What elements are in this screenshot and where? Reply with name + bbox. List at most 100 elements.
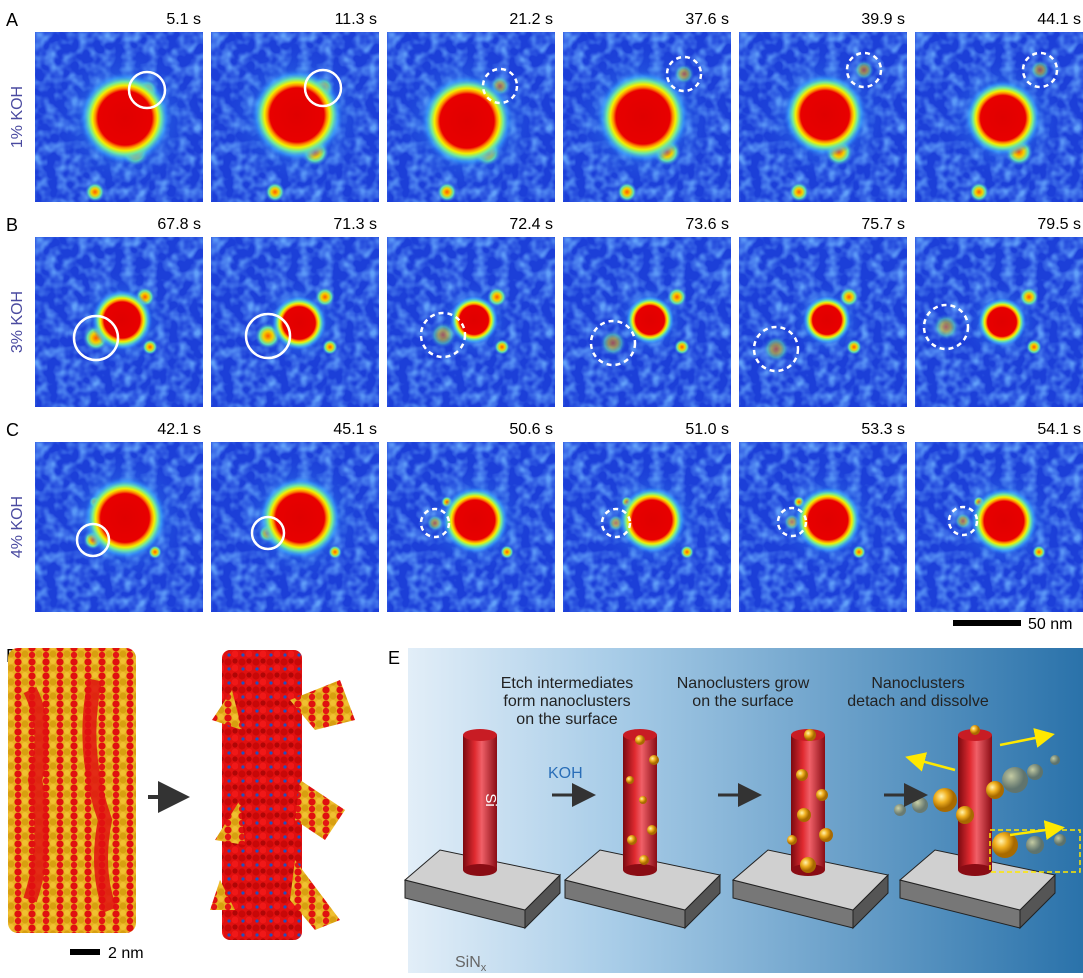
image-content: [915, 32, 1083, 202]
image-content: [35, 442, 203, 612]
nanocluster: [992, 832, 1018, 858]
small-cluster: [1032, 545, 1046, 559]
nanocluster: [933, 788, 957, 812]
nanocluster: [649, 755, 659, 765]
particle: [977, 297, 1027, 347]
image-rows: A1% KOH5.1 s11.3 s21.2 s37.6 s39.9 s44.1…: [6, 10, 1083, 612]
nanocluster: [956, 806, 974, 824]
time-label: 51.0 s: [685, 421, 729, 438]
cluster: [854, 60, 874, 80]
particle: [271, 295, 327, 351]
nanocluster: [787, 835, 797, 845]
time-label: 37.6 s: [685, 11, 729, 28]
nanocluster: [800, 857, 816, 873]
time-label: 53.3 s: [861, 421, 905, 438]
nanocluster: [1002, 767, 1028, 793]
cluster: [933, 314, 959, 340]
solution-label: KOH: [548, 765, 583, 782]
pillar-foot: [623, 864, 657, 876]
time-label: 67.8 s: [157, 216, 201, 233]
particle: [441, 486, 509, 554]
nanocluster: [635, 735, 645, 745]
scale-bar-label: 50 nm: [1028, 616, 1072, 633]
time-label: 44.1 s: [1037, 11, 1081, 28]
cluster: [1030, 60, 1050, 80]
particle: [421, 75, 514, 168]
particle: [794, 486, 862, 554]
small-cluster: [328, 545, 342, 559]
small-cluster: [667, 287, 687, 307]
particle: [449, 295, 499, 345]
particle: [618, 486, 686, 554]
particle: [597, 71, 690, 164]
image-content: [915, 442, 1083, 612]
image-content: [739, 237, 907, 407]
pillar-foot: [958, 864, 992, 876]
image-content: [739, 32, 907, 202]
time-label: 72.4 s: [509, 216, 553, 233]
microscopy-image: [915, 237, 1083, 407]
microscopy-image: [211, 32, 379, 202]
time-label: 5.1 s: [166, 11, 201, 28]
time-label: 42.1 s: [157, 421, 201, 438]
nanocluster: [986, 781, 1004, 799]
microscopy-image: [211, 237, 379, 407]
cluster: [955, 513, 972, 530]
microscopy-image: [35, 32, 203, 202]
nanocluster: [970, 725, 980, 735]
panel-label: A: [6, 10, 18, 30]
small-cluster: [852, 545, 866, 559]
particle: [83, 476, 167, 560]
particle: [251, 69, 344, 162]
nanocluster: [804, 729, 816, 741]
time-label: 21.2 s: [509, 11, 553, 28]
small-cluster: [846, 339, 862, 355]
time-label: 79.5 s: [1037, 216, 1081, 233]
particle: [625, 295, 675, 345]
time-label: 75.7 s: [861, 216, 905, 233]
step-caption: detach and dissolve: [847, 693, 989, 710]
image-content: [387, 237, 555, 407]
nanocluster: [1026, 836, 1044, 854]
image-content: [211, 237, 379, 407]
microscopy-image: [387, 442, 555, 612]
nanocluster: [639, 855, 649, 865]
cluster: [674, 64, 694, 84]
small-cluster: [437, 182, 457, 202]
step-caption: Nanoclusters grow: [677, 675, 810, 692]
particle: [970, 487, 1038, 555]
microscopy-image: [739, 442, 907, 612]
time-label: 71.3 s: [333, 216, 377, 233]
cluster: [763, 336, 789, 362]
image-content: [563, 237, 731, 407]
time-label: 50.6 s: [509, 421, 553, 438]
small-cluster: [85, 182, 105, 202]
nanocluster: [797, 808, 811, 822]
small-cluster: [969, 182, 989, 202]
substrate-text: SiN: [455, 954, 481, 971]
condition-label: 3% KOH: [9, 291, 26, 353]
image-content: [563, 442, 731, 612]
particle: [783, 73, 867, 157]
image-content: [387, 442, 555, 612]
condition-label: 4% KOH: [9, 496, 26, 558]
time-label: 54.1 s: [1037, 421, 1081, 438]
time-label: 39.9 s: [861, 11, 905, 28]
small-cluster: [265, 182, 285, 202]
microscopy-image: [915, 32, 1083, 202]
si-pillar: [791, 735, 825, 870]
image-content: [211, 442, 379, 612]
microscopy-image: [387, 237, 555, 407]
molecular-model: [222, 650, 302, 940]
particle: [79, 72, 172, 165]
microscopy-image: [211, 442, 379, 612]
microscopy-image: [35, 442, 203, 612]
microscopy-image: [739, 32, 907, 202]
time-label: 45.1 s: [333, 421, 377, 438]
particle: [91, 289, 153, 351]
microscopy-image: [35, 237, 203, 407]
pillar-foot: [463, 864, 497, 876]
pillar-label: Si: [482, 793, 499, 806]
nanocluster: [816, 789, 828, 801]
